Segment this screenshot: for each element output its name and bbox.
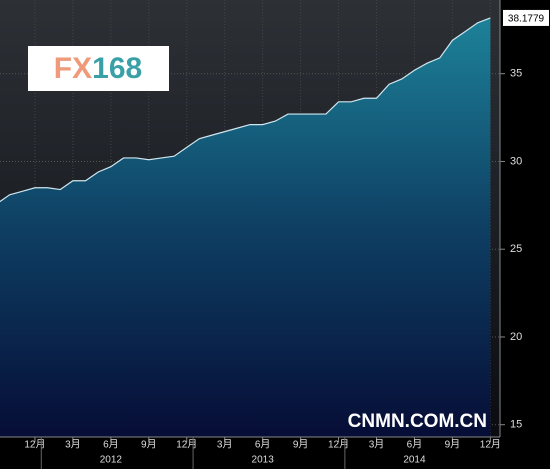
x-tick-label: 3月 — [65, 439, 81, 451]
y-tick-label: 15 — [510, 419, 522, 431]
area-line — [0, 17, 491, 203]
x-tick-label: 12月 — [328, 439, 349, 451]
x-tick-label: 3月 — [217, 439, 233, 451]
x-tick-label: 12月 — [480, 439, 501, 451]
logo-part: FX — [54, 52, 92, 85]
x-tick-label: 6月 — [103, 439, 119, 451]
logo: FX168 — [54, 52, 142, 85]
year-label: 2012 — [100, 455, 123, 466]
y-tick-label: 30 — [510, 155, 522, 167]
last-value-box — [503, 9, 549, 26]
x-tick-label: 3月 — [369, 439, 385, 451]
y-tick-label: 35 — [510, 68, 522, 80]
x-tick-label: 9月 — [445, 439, 461, 451]
logo-box — [28, 46, 169, 91]
x-tick-label: 12月 — [24, 439, 45, 451]
x-tick-label: 9月 — [293, 439, 309, 451]
x-tick-label: 12月 — [176, 439, 197, 451]
x-tick-label: 6月 — [255, 439, 271, 451]
watermark: CNMN.COM.CN — [348, 411, 487, 432]
area-fill — [0, 17, 491, 437]
x-tick-label: 9月 — [141, 439, 157, 451]
year-label: 2014 — [403, 455, 426, 466]
y-tick-label: 20 — [510, 331, 522, 343]
y-tick-label: 25 — [510, 243, 522, 255]
x-tick-label: 6月 — [407, 439, 423, 451]
last-value-label: 38.1779 — [508, 14, 545, 25]
logo-part: 168 — [92, 52, 142, 85]
year-label: 2013 — [252, 455, 275, 466]
